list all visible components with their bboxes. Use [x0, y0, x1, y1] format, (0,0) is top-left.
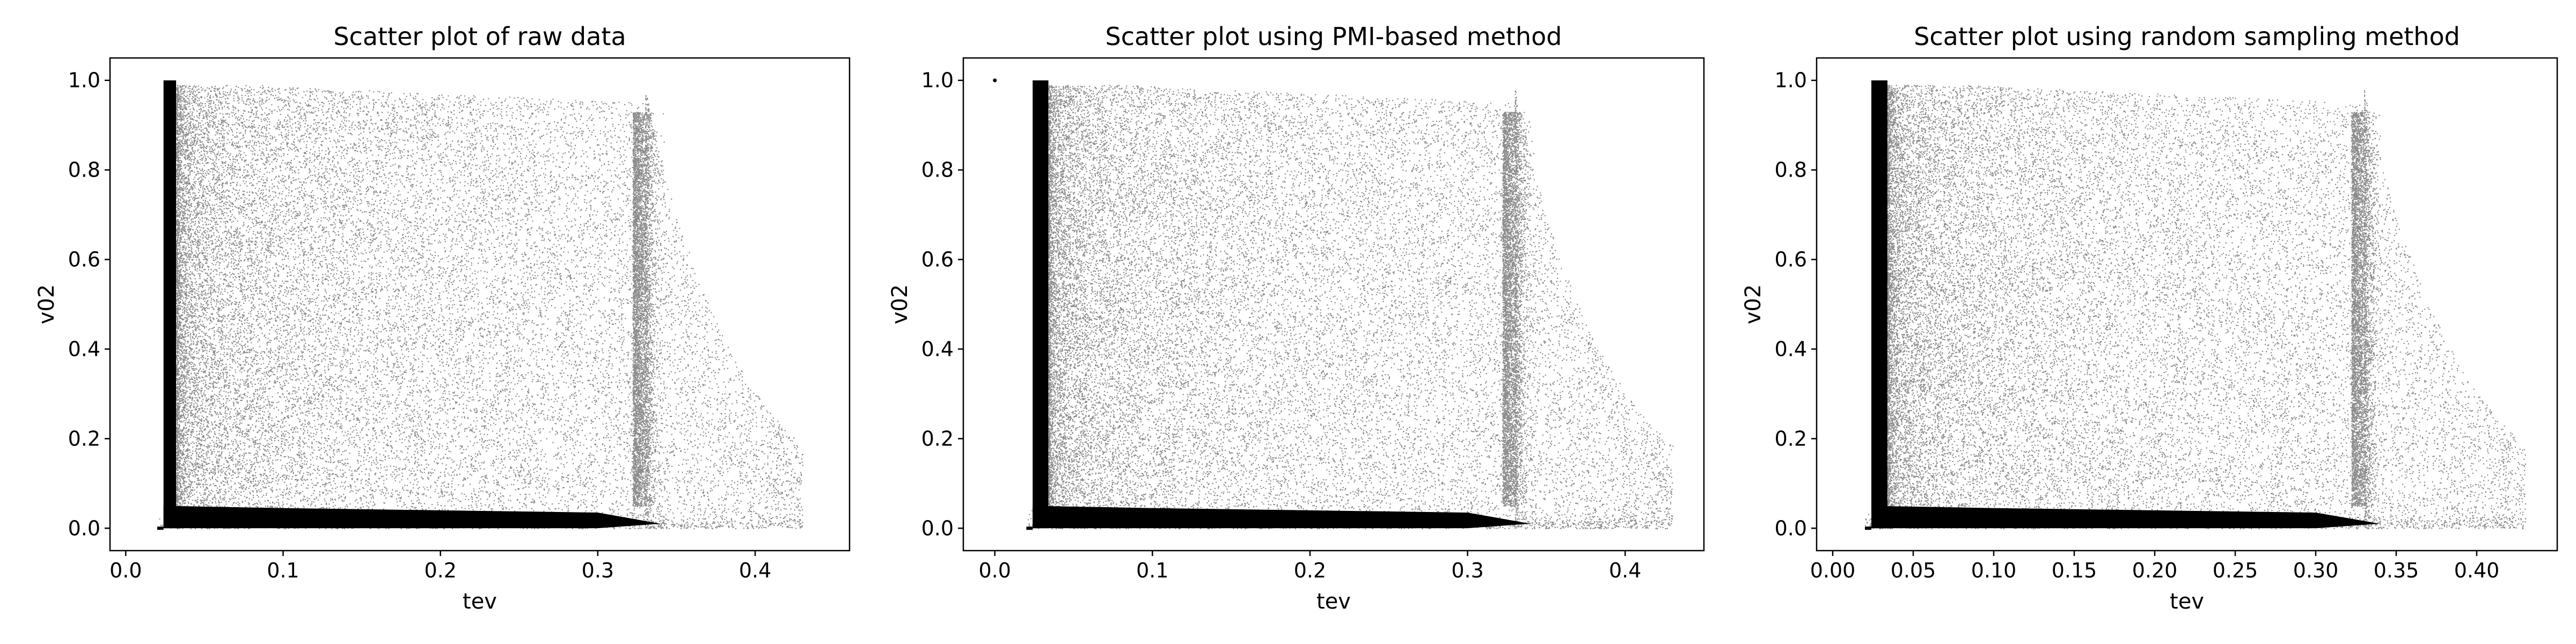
axes-frame	[109, 57, 851, 552]
y-tick-label: 0.0	[68, 516, 100, 540]
scatter-sample-points	[1865, 85, 2527, 530]
x-tick-label: 0.2	[1294, 559, 1326, 582]
dense-band-bottom	[1871, 506, 2380, 529]
scatter-sample-points	[1027, 85, 1674, 530]
isolated-point	[993, 78, 997, 83]
y-tick-label: 0.2	[921, 427, 954, 450]
x-tick-label: 0.4	[739, 559, 771, 582]
scatter-points	[1026, 80, 1674, 530]
x-tick-label: 0.0	[109, 559, 142, 582]
x-tick-label: 0.35	[2374, 559, 2419, 582]
x-tick-label: 0.4	[1609, 559, 1641, 582]
y-tick-label: 0.6	[921, 248, 954, 272]
y-tick-label: 0.8	[921, 158, 954, 182]
y-tick-label: 0.0	[921, 516, 954, 540]
dense-band-left	[1871, 80, 1887, 529]
x-tick-label: 0.0	[979, 559, 1011, 582]
x-tick-label: 0.1	[1136, 559, 1168, 582]
y-axis-label: v02	[888, 284, 912, 325]
x-tick-label: 0.40	[2454, 559, 2500, 582]
x-axis-label: tev	[2170, 589, 2204, 614]
y-tick-label: 0.8	[1775, 158, 1807, 182]
y-tick-label: 0.0	[1775, 516, 1807, 540]
y-tick-label: 0.6	[68, 248, 100, 272]
subplot-1: 0.0 0.1 0.2 0.3 0.4 0.0 0.2 0.4 0.6 0.8 1.0 Scatter…	[34, 22, 851, 614]
x-tick-label: 0.2	[424, 559, 456, 582]
x-tick-label: 0.00	[1810, 559, 1856, 582]
chart-title: Scatter plot using PMI-based method	[1106, 22, 1562, 51]
y-tick-label: 0.8	[68, 158, 100, 182]
y-tick-label: 0.4	[68, 337, 100, 361]
y-axis-label: v02	[34, 284, 59, 325]
y-tick-label: 0.2	[1775, 427, 1807, 450]
x-tick-label: 0.30	[2293, 559, 2339, 582]
x-tick-label: 0.25	[2213, 559, 2258, 582]
x-tick-label: 0.1	[267, 559, 299, 582]
y-tick-label: 1.0	[1775, 69, 1807, 92]
x-tick-label: 0.15	[2052, 559, 2097, 582]
subplot-3: 0.00 0.05 0.10 0.15 0.20 0.25 0.30 0.35 0.40 0.0 0…	[1741, 22, 2558, 614]
scatter-sample-points	[159, 85, 804, 530]
x-tick-label: 0.20	[2132, 559, 2178, 582]
dense-band-bottom	[1033, 506, 1531, 529]
axes-frame	[1816, 57, 2558, 552]
axes-frame	[962, 57, 1705, 552]
subplot-2: 0.0 0.1 0.2 0.3 0.4 0.0 0.2 0.4 0.6 0.8 1.0 Scatter…	[888, 22, 1705, 614]
x-tick-label: 0.05	[1891, 559, 1936, 582]
dense-band-left	[1033, 80, 1049, 529]
dense-band-bottom	[163, 506, 661, 529]
y-tick-label: 0.6	[1775, 248, 1807, 272]
y-axis-label: v02	[1741, 284, 1766, 325]
x-tick-label: 0.3	[582, 559, 614, 582]
chart-title: Scatter plot of raw data	[333, 22, 626, 51]
x-tick-label: 0.3	[1451, 559, 1483, 582]
x-axis-label: tev	[463, 589, 497, 614]
scatter-points	[1865, 80, 2527, 530]
y-tick-label: 1.0	[68, 69, 100, 92]
x-tick-label: 0.10	[1971, 559, 2017, 582]
y-tick-label: 0.4	[921, 337, 954, 361]
scatter-points	[157, 80, 804, 530]
x-axis-label: tev	[1316, 589, 1351, 614]
y-tick-label: 1.0	[921, 69, 954, 92]
chart-title: Scatter plot using random sampling metho…	[1914, 22, 2460, 51]
y-tick-label: 0.2	[68, 427, 100, 450]
dense-band-left	[163, 80, 177, 529]
y-tick-label: 0.4	[1775, 337, 1807, 361]
